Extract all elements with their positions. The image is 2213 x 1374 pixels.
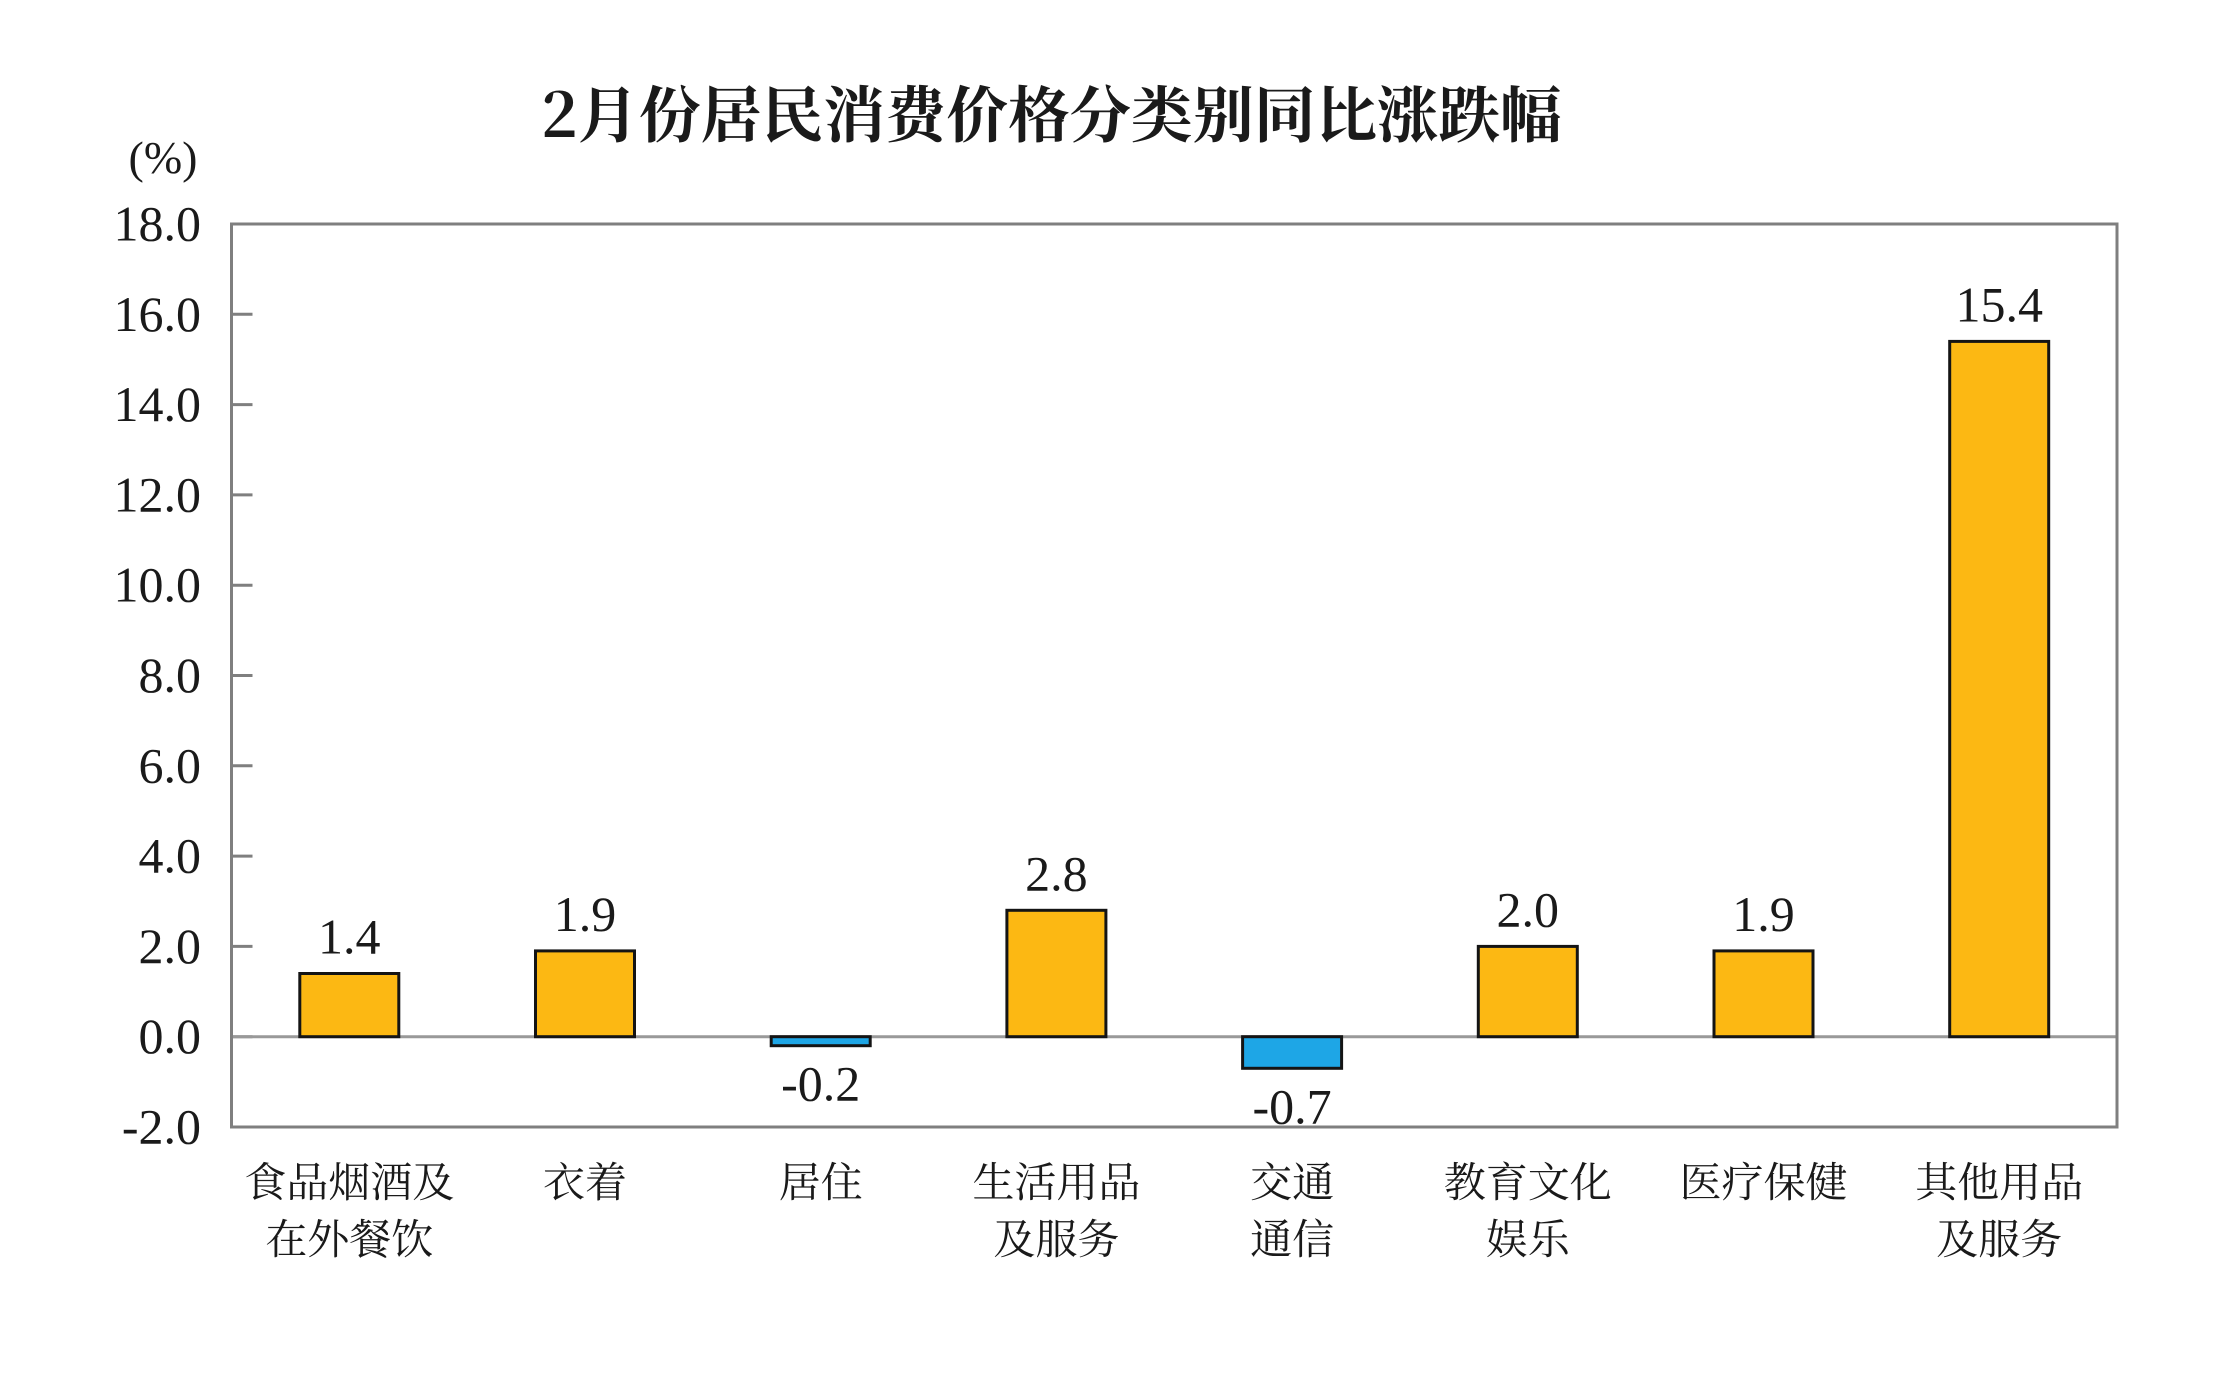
svg-text:14.0: 14.0 — [114, 376, 202, 432]
svg-text:16.0: 16.0 — [114, 286, 202, 342]
svg-text:2.0: 2.0 — [139, 918, 202, 974]
svg-text:2.8: 2.8 — [1025, 845, 1088, 901]
svg-text:0.0: 0.0 — [139, 1008, 202, 1064]
svg-text:-2.0: -2.0 — [122, 1099, 201, 1155]
svg-text:1.4: 1.4 — [318, 909, 381, 965]
svg-text:18.0: 18.0 — [114, 196, 202, 252]
svg-text:15.4: 15.4 — [1955, 276, 2043, 332]
svg-text:2.0: 2.0 — [1497, 881, 1560, 937]
svg-text:6.0: 6.0 — [139, 737, 202, 793]
svg-text:-0.7: -0.7 — [1253, 1078, 1332, 1134]
svg-text:4.0: 4.0 — [139, 828, 202, 884]
svg-text:1.9: 1.9 — [1732, 886, 1795, 942]
svg-text:-0.2: -0.2 — [781, 1056, 860, 1112]
svg-text:1.9: 1.9 — [554, 886, 617, 942]
svg-text:(%): (%) — [129, 132, 198, 183]
svg-text:12.0: 12.0 — [114, 466, 202, 522]
svg-text:10.0: 10.0 — [114, 557, 202, 613]
svg-text:8.0: 8.0 — [139, 647, 202, 703]
